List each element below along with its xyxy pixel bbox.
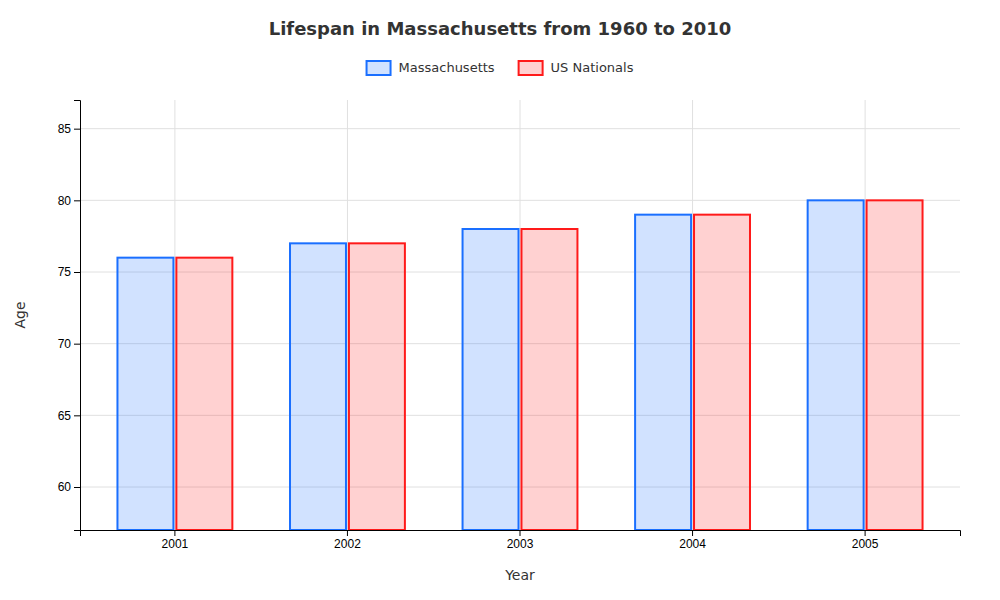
legend-swatch (367, 61, 391, 75)
x-tick-mark (174, 530, 175, 536)
y-axis: 60 65 70 75 80 85 (58, 101, 81, 531)
legend-label: Massachusetts (399, 60, 495, 75)
x-tick: 2003 (507, 530, 534, 551)
y-tick-mark (74, 344, 80, 345)
chart: 2001 2002 2003 2004 2005 60 65 70 75 80 85 Year Age L… (0, 0, 1000, 600)
y-axis-title: Age (12, 301, 28, 328)
y-tick-mark (74, 272, 80, 273)
y-tick-label: 70 (58, 337, 72, 351)
grid (80, 100, 960, 530)
bar (521, 229, 577, 530)
x-tick-label: 2003 (507, 537, 534, 551)
x-tick-mark (692, 530, 693, 536)
bar (117, 258, 173, 530)
x-tick-mark (347, 530, 348, 536)
bar (635, 215, 691, 530)
legend-label: US Nationals (551, 60, 634, 75)
plot: 2001 2002 2003 2004 2005 60 65 70 75 80 85 (58, 100, 961, 551)
bar (808, 200, 864, 530)
y-tick-label: 65 (58, 409, 72, 423)
series (176, 200, 922, 530)
bar (349, 243, 405, 530)
x-tick-label: 2001 (162, 537, 189, 551)
bars (117, 200, 922, 530)
legend-swatch (519, 61, 543, 75)
x-axis: 2001 2002 2003 2004 2005 (81, 530, 961, 551)
y-axis-line (74, 101, 81, 531)
y-tick-mark (74, 487, 80, 488)
bar (867, 200, 923, 530)
x-tick: 2002 (334, 530, 361, 551)
x-tick-label: 2002 (334, 537, 361, 551)
x-axis-title: Year (504, 567, 535, 583)
bar (694, 215, 750, 530)
x-tick-label: 2005 (852, 537, 879, 551)
x-tick: 2001 (162, 530, 189, 551)
grid-line-x (174, 100, 175, 530)
x-tick-mark (865, 530, 866, 536)
x-tick: 2004 (679, 530, 706, 551)
bar (176, 258, 232, 530)
y-tick: 75 (58, 265, 80, 279)
title: Lifespan in Massachusetts from 1960 to 2… (269, 18, 732, 39)
bar (290, 243, 346, 530)
y-tick-mark (74, 200, 80, 201)
legend-item: Massachusetts (367, 60, 495, 75)
series (117, 200, 863, 530)
y-tick-label: 80 (58, 194, 72, 208)
x-tick: 2005 (852, 530, 879, 551)
y-tick-mark (74, 129, 80, 130)
y-tick-mark (74, 415, 80, 416)
y-tick-label: 75 (58, 265, 72, 279)
bar (463, 229, 519, 530)
x-tick-label: 2004 (679, 537, 706, 551)
y-tick: 65 (58, 409, 80, 423)
x-tick-mark (520, 530, 521, 536)
grid-line-x (865, 100, 866, 530)
legend: Massachusetts US Nationals (367, 60, 634, 75)
y-tick: 70 (58, 337, 80, 351)
y-tick-label: 60 (58, 480, 72, 494)
grid-line-x (520, 100, 521, 530)
grid-line-x (692, 100, 693, 530)
grid-line-x (347, 100, 348, 530)
y-tick-label: 85 (58, 122, 72, 136)
y-tick: 80 (58, 194, 80, 208)
legend-item: US Nationals (519, 60, 634, 75)
x-axis-line (81, 531, 961, 537)
y-tick: 85 (58, 122, 80, 136)
y-tick: 60 (58, 480, 80, 494)
